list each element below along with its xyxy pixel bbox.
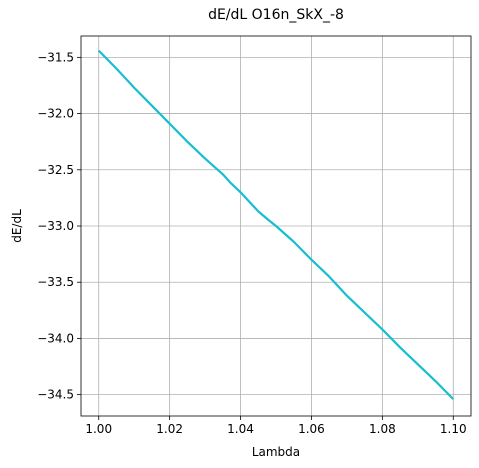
x-tick-label: 1.04 — [227, 422, 254, 436]
x-tick-label: 1.02 — [156, 422, 183, 436]
y-tick-label: −31.5 — [37, 50, 74, 64]
x-tick-label: 1.10 — [440, 422, 467, 436]
x-tick-label: 1.08 — [369, 422, 396, 436]
y-tick-label: −34.5 — [37, 388, 74, 402]
grid-lines — [81, 36, 471, 416]
y-axis-label: dE/dL — [10, 209, 24, 243]
y-tick-label: −32.0 — [37, 107, 74, 121]
x-axis: 1.00 1.02 1.04 1.06 1.08 1.10 — [85, 416, 467, 436]
chart-title: dE/dL O16n_SkX_-8 — [208, 7, 344, 23]
y-tick-label: −32.5 — [37, 163, 74, 177]
x-tick-label: 1.06 — [298, 422, 325, 436]
y-axis: −31.5 −32.0 −32.5 −33.0 −33.5 −34.0 −34.5 — [37, 50, 81, 402]
y-tick-label: −33.5 — [37, 275, 74, 289]
y-tick-label: −34.0 — [37, 331, 74, 345]
x-axis-label: Lambda — [252, 445, 300, 459]
series-line — [97, 49, 455, 400]
series-layer — [97, 49, 455, 400]
y-tick-label: −33.0 — [37, 219, 74, 233]
x-tick-label: 1.00 — [85, 422, 112, 436]
